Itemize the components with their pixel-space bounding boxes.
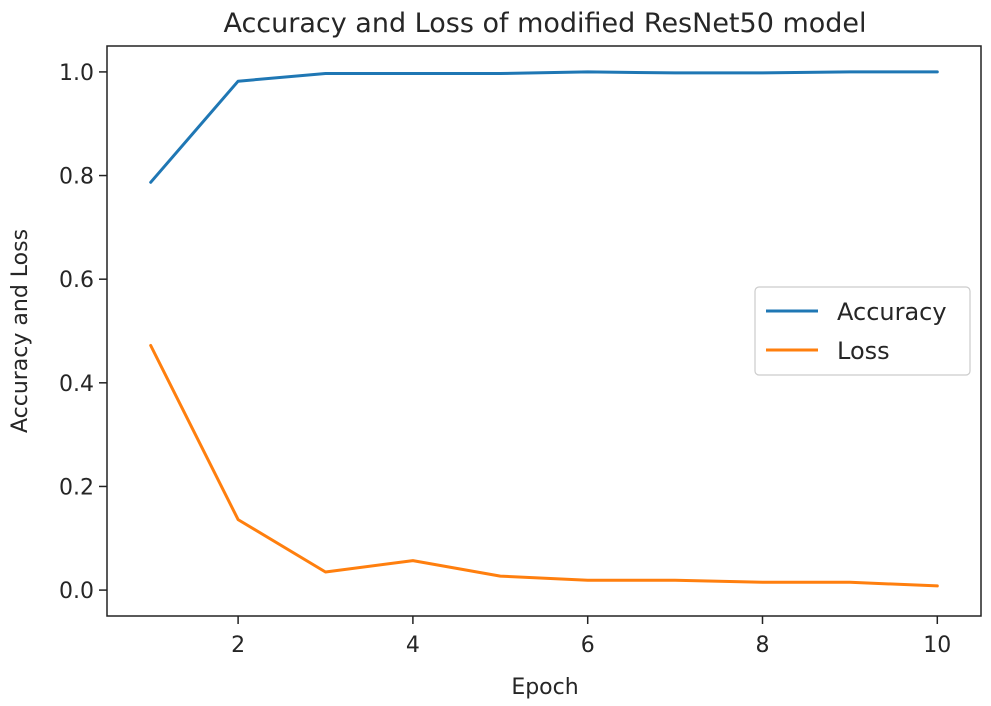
x-tick-label: 10 (923, 633, 951, 658)
y-tick-label: 1.0 (59, 61, 94, 86)
accuracy-line (149, 70, 939, 184)
y-tick-label: 0.2 (59, 475, 94, 500)
x-tick-label: 8 (756, 633, 770, 658)
legend: Accuracy Loss (754, 286, 971, 376)
y-axis: 0.0 0.2 0.4 0.6 0.8 1.0 (59, 61, 107, 604)
y-tick-label: 0.4 (59, 372, 94, 397)
plot-frame (106, 45, 982, 617)
legend-box (754, 286, 971, 376)
x-axis-label: Epoch (511, 675, 578, 700)
y-tick-label: 0.0 (59, 579, 94, 604)
loss-line (149, 344, 939, 588)
series-layer (149, 70, 939, 588)
y-tick-label: 0.6 (59, 268, 94, 293)
y-tick-label: 0.8 (59, 165, 94, 190)
x-tick-label: 2 (231, 633, 245, 658)
legend-label-loss: Loss (837, 337, 890, 365)
chart-title: Accuracy and Loss of modified ResNet50 m… (223, 8, 866, 39)
legend-label-accuracy: Accuracy (837, 298, 947, 326)
x-tick-label: 4 (406, 633, 420, 658)
x-tick-label: 6 (581, 633, 595, 658)
x-axis: 2 4 6 8 10 (231, 616, 951, 658)
y-axis-label: Accuracy and Loss (8, 229, 33, 433)
